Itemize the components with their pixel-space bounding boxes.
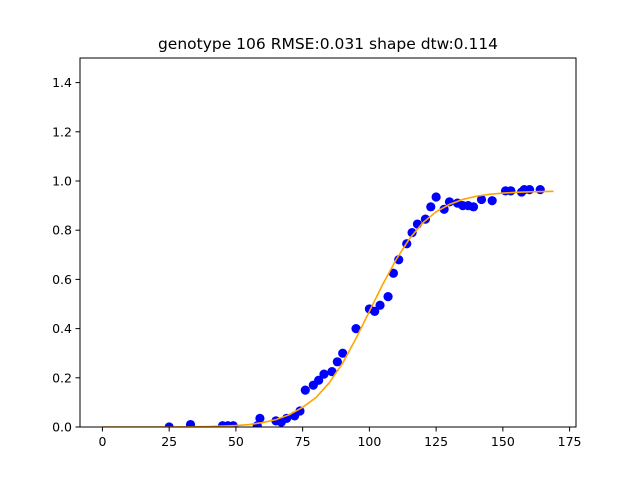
- y-tick-label: 0.0: [52, 420, 72, 435]
- x-tick-label: 100: [357, 434, 381, 449]
- data-point: [524, 185, 535, 195]
- data-point: [255, 413, 265, 423]
- data-point: [468, 202, 479, 212]
- data-point: [487, 196, 497, 206]
- y-tick-label: 0.8: [52, 223, 72, 238]
- data-point: [327, 367, 337, 377]
- data-point: [506, 186, 516, 196]
- data-point: [185, 419, 196, 427]
- data-point: [476, 194, 487, 205]
- data-point: [388, 268, 399, 278]
- fit-curve-line: [102, 190, 554, 427]
- data-point: [351, 324, 361, 334]
- data-point: [375, 300, 385, 310]
- y-tick-label: 1.4: [52, 75, 72, 90]
- y-tick-label: 0.6: [52, 272, 72, 287]
- data-point: [319, 369, 329, 379]
- y-tick-label: 1.0: [52, 174, 72, 189]
- x-tick-label: 0: [98, 434, 106, 449]
- data-point: [420, 214, 431, 224]
- axes-frame: [79, 57, 577, 428]
- y-tick-label: 0.2: [52, 370, 72, 385]
- x-tick-label: 75: [295, 434, 311, 449]
- y-tick-label: 0.4: [52, 321, 72, 336]
- data-point: [426, 202, 436, 212]
- y-tick-label: 1.2: [52, 124, 72, 139]
- data-point: [164, 422, 174, 427]
- axes: 0 25 50 75 100 125 150 175 0.0 0.2 0.4 0.6 0.8 1.0 1.2…: [52, 57, 582, 449]
- data-point: [300, 385, 310, 395]
- x-tick-label: 25: [161, 434, 177, 449]
- data-point: [295, 406, 305, 416]
- x-tick-label: 175: [558, 434, 582, 449]
- x-tick-label: 50: [228, 434, 244, 449]
- data-point: [314, 375, 324, 385]
- x-tick-label: 150: [491, 434, 515, 449]
- data-point: [370, 306, 380, 316]
- data-point: [439, 204, 449, 214]
- data-point: [412, 219, 423, 229]
- data-point: [332, 357, 342, 367]
- chart-title: genotype 106 RMSE:0.031 shape dtw:0.114: [158, 35, 498, 53]
- x-tick-label: 125: [424, 434, 448, 449]
- data-point: [407, 228, 417, 238]
- data-point: [394, 255, 404, 265]
- data-point: [338, 348, 348, 358]
- data-point: [431, 192, 441, 202]
- data-point: [535, 185, 545, 195]
- data-point: [383, 292, 393, 302]
- series-group: [102, 185, 554, 427]
- plot-area: [102, 185, 554, 427]
